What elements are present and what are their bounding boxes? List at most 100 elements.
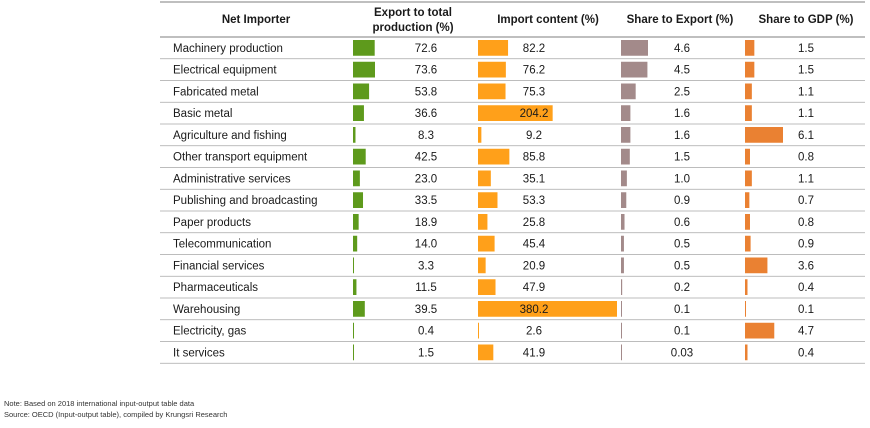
bar-share-export	[621, 257, 624, 274]
value-import: 45.4	[523, 239, 546, 251]
bar-share-gdp	[745, 235, 751, 252]
bar-import	[478, 40, 509, 56]
value-export: 11.5	[415, 282, 437, 294]
row-label: Machinery production	[173, 43, 283, 55]
value-share-export: 0.1	[674, 304, 690, 316]
row-label: Publishing and broadcasting	[173, 195, 318, 207]
value-share-export: 0.5	[674, 239, 690, 251]
value-export: 8.3	[418, 130, 434, 142]
value-import: 204.2	[520, 108, 549, 120]
row-label: Telecommunication	[173, 239, 271, 251]
bar-share-gdp	[745, 301, 746, 317]
value-share-gdp: 0.7	[798, 195, 814, 207]
header-net-importer: Net Importer	[222, 14, 291, 26]
value-export: 33.5	[415, 195, 437, 207]
value-share-export: 1.6	[674, 108, 690, 120]
value-export: 36.6	[415, 108, 437, 120]
row-label: Basic metal	[173, 108, 232, 120]
value-import: 41.9	[523, 347, 545, 359]
bar-import	[478, 170, 491, 187]
row-label: It services	[173, 347, 225, 359]
value-share-export: 1.5	[674, 152, 690, 164]
value-import: 75.3	[523, 86, 545, 98]
row-label: Paper products	[173, 217, 251, 229]
value-export: 14.0	[415, 239, 437, 251]
bar-share-gdp	[745, 279, 748, 295]
value-share-export: 4.5	[674, 65, 690, 77]
value-share-gdp: 1.5	[798, 43, 814, 55]
header-share-to-gdp: Share to GDP (%)	[759, 14, 854, 26]
bar-export	[353, 148, 366, 165]
value-import: 2.6	[526, 326, 542, 338]
value-share-gdp: 4.7	[798, 326, 814, 338]
value-import: 20.9	[523, 260, 545, 272]
value-import: 53.3	[523, 195, 545, 207]
bar-share-export	[621, 40, 648, 56]
bar-share-gdp	[745, 170, 752, 187]
value-share-gdp: 0.8	[798, 152, 814, 164]
value-share-gdp: 1.1	[798, 173, 814, 185]
row-label: Fabricated metal	[173, 86, 259, 98]
bar-share-gdp	[745, 257, 768, 274]
bar-share-export	[621, 61, 648, 78]
value-export: 72.6	[415, 43, 437, 55]
bar-share-export	[621, 322, 622, 339]
bar-export	[353, 344, 354, 361]
row-label: Electrical equipment	[173, 65, 277, 77]
bar-share-gdp	[745, 148, 750, 165]
bar-share-gdp	[745, 83, 752, 100]
bar-share-export	[621, 301, 622, 317]
bar-share-gdp	[745, 214, 750, 230]
bar-export	[353, 301, 365, 317]
bar-share-export	[621, 192, 627, 208]
bar-export	[353, 214, 359, 230]
value-export: 39.5	[415, 304, 437, 316]
bar-import	[478, 279, 496, 295]
bar-share-gdp	[745, 322, 775, 339]
bar-export	[353, 170, 360, 187]
row-label: Agriculture and fishing	[173, 130, 287, 142]
value-share-export: 2.5	[674, 86, 690, 98]
bar-import	[478, 127, 482, 143]
bar-export	[353, 83, 370, 100]
row-label: Administrative services	[173, 173, 291, 185]
value-share-export: 0.2	[674, 282, 690, 294]
value-share-gdp: 1.1	[798, 86, 814, 98]
bar-share-export	[621, 127, 631, 143]
value-export: 73.6	[415, 65, 437, 77]
value-import: 76.2	[523, 65, 545, 77]
value-share-gdp: 1.5	[798, 65, 814, 77]
bar-import	[478, 214, 488, 230]
bar-import	[478, 257, 486, 274]
bar-import	[478, 344, 494, 361]
bar-export	[353, 192, 364, 208]
value-share-gdp: 1.1	[798, 108, 814, 120]
bar-share-export	[621, 170, 627, 187]
bar-export	[353, 40, 375, 56]
row-label: Pharmaceuticals	[173, 282, 258, 294]
bar-share-gdp	[745, 192, 750, 208]
value-share-gdp: 0.1	[798, 304, 814, 316]
row-label: Financial services	[173, 260, 265, 272]
header-import-content: Import content (%)	[497, 14, 599, 26]
bar-share-export	[621, 279, 623, 295]
value-share-export: 0.03	[671, 347, 693, 359]
bar-share-export	[621, 105, 631, 121]
value-export: 23.0	[415, 173, 437, 185]
header-share-to-export: Share to Export (%)	[627, 14, 734, 26]
value-share-gdp: 0.8	[798, 217, 814, 229]
bar-share-gdp	[745, 105, 752, 121]
value-share-gdp: 0.4	[798, 282, 815, 294]
bar-share-export	[621, 148, 630, 165]
value-export: 18.9	[415, 217, 437, 229]
value-share-gdp: 0.4	[798, 347, 815, 359]
bar-export	[353, 105, 364, 121]
value-export: 42.5	[415, 152, 437, 164]
value-import: 47.9	[523, 282, 545, 294]
bar-share-export	[621, 344, 622, 361]
value-import: 82.2	[523, 43, 545, 55]
source-text: Source: OECD (Input-output table), compi…	[4, 410, 228, 419]
header-export-line1: Export to total	[374, 7, 452, 19]
value-import: 380.2	[520, 304, 549, 316]
value-export: 3.3	[418, 260, 434, 272]
